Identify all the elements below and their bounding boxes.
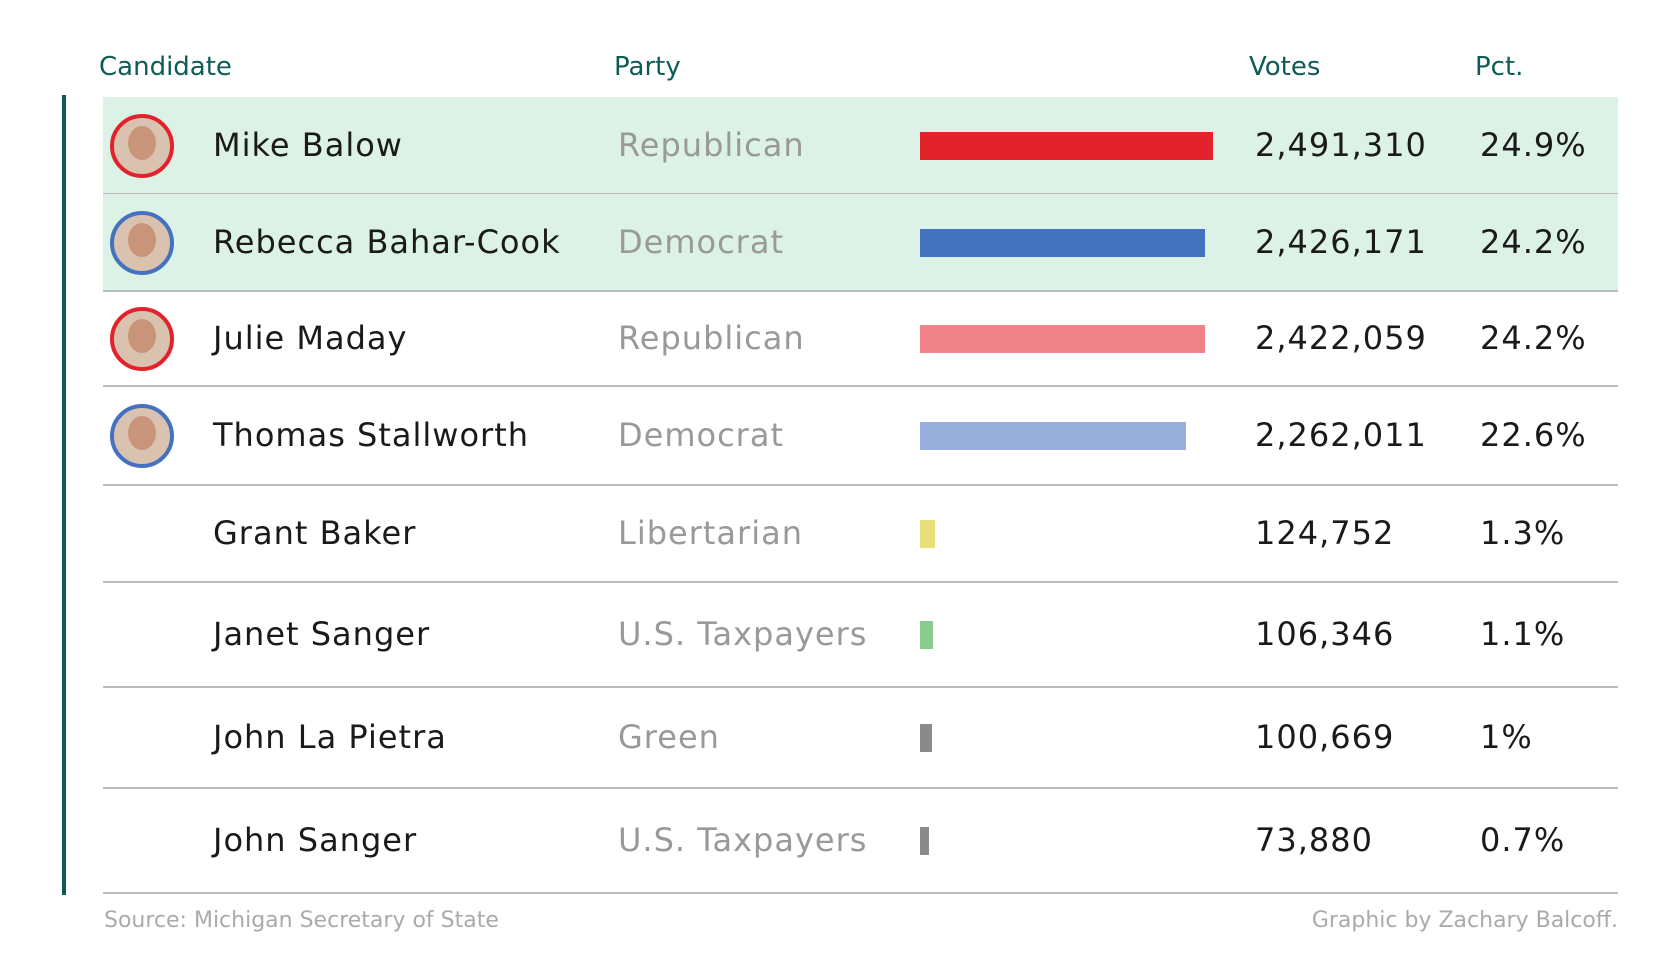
pct: 24.2% <box>1480 318 1587 357</box>
row-divider <box>103 686 1618 688</box>
party-name: Democrat <box>618 222 784 261</box>
candidate-name: John La Pietra <box>213 717 447 756</box>
candidate-name: Rebecca Bahar-Cook <box>213 222 561 261</box>
header-candidate: Candidate <box>99 52 232 82</box>
candidate-name: John Sanger <box>213 820 418 859</box>
pct: 1.3% <box>1480 513 1566 552</box>
votes: 106,346 <box>1255 614 1395 653</box>
row-divider <box>103 484 1618 486</box>
avatar-face <box>128 125 156 160</box>
candidate-name: Janet Sanger <box>213 614 431 653</box>
avatar-face <box>128 222 156 257</box>
avatar <box>110 113 174 178</box>
row-divider <box>103 290 1618 292</box>
votes: 2,262,011 <box>1255 415 1427 454</box>
pct: 24.9% <box>1480 125 1587 164</box>
row-divider <box>103 581 1618 583</box>
vote-bar <box>920 723 932 752</box>
vote-bar <box>920 131 1213 160</box>
header-party: Party <box>614 52 681 82</box>
party-name: Democrat <box>618 415 784 454</box>
avatar <box>110 403 174 468</box>
party-name: Green <box>618 717 720 756</box>
avatar <box>110 306 174 371</box>
party-name: Republican <box>618 125 805 164</box>
party-name: Republican <box>618 318 805 357</box>
vote-bar <box>920 620 933 649</box>
avatar <box>110 210 174 275</box>
row-highlight <box>103 194 1618 291</box>
vote-bar <box>920 826 929 855</box>
source: Source: Michigan Secretary of State <box>104 908 499 933</box>
candidate-name: Grant Baker <box>213 513 417 552</box>
pct: 1.1% <box>1480 614 1566 653</box>
votes: 73,880 <box>1255 820 1373 859</box>
pct: 1% <box>1480 717 1533 756</box>
pct: 0.7% <box>1480 820 1566 859</box>
candidate-name: Mike Balow <box>213 125 403 164</box>
header-votes: Votes <box>1249 52 1321 82</box>
party-name: U.S. Taxpayers <box>618 614 868 653</box>
votes: 2,422,059 <box>1255 318 1427 357</box>
candidate-name: Thomas Stallworth <box>213 415 530 454</box>
avatar-face <box>128 318 156 353</box>
row-divider <box>103 892 1618 894</box>
row-divider <box>103 787 1618 789</box>
pct: 22.6% <box>1480 415 1587 454</box>
pct: 24.2% <box>1480 222 1587 261</box>
credit: Graphic by Zachary Balcoff. <box>1311 908 1618 933</box>
votes: 2,426,171 <box>1255 222 1427 261</box>
vote-bar <box>920 324 1205 353</box>
left-rule <box>62 95 66 895</box>
votes: 2,491,310 <box>1255 125 1427 164</box>
votes: 100,669 <box>1255 717 1395 756</box>
vote-bar <box>920 519 935 548</box>
header-pct: Pct. <box>1475 52 1524 82</box>
party-name: U.S. Taxpayers <box>618 820 868 859</box>
row-divider <box>103 385 1618 387</box>
candidate-name: Julie Maday <box>213 318 408 357</box>
row-highlight <box>103 97 1618 194</box>
vote-bar <box>920 228 1206 257</box>
avatar-face <box>128 415 156 450</box>
votes: 124,752 <box>1255 513 1395 552</box>
party-name: Libertarian <box>618 513 803 552</box>
vote-bar <box>920 421 1187 450</box>
